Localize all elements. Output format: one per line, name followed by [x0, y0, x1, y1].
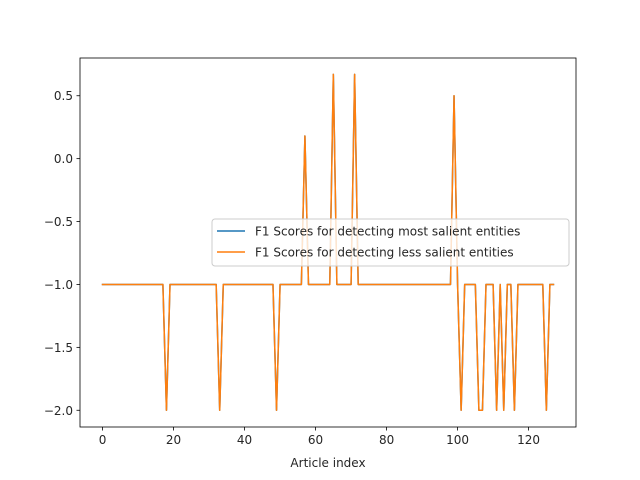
x-axis-label: Article index — [290, 456, 365, 470]
ticks-layer: 0 20 40 60 80 100 120 −2.0 −1.5 −1.0 −0.5 0.0 0.5 — [44, 89, 540, 447]
axes-layer — [79, 57, 577, 428]
legend: F1 Scores for detecting most salient ent… — [211, 218, 570, 267]
series-line-2 — [101, 73, 555, 412]
x-tick-label: 0 — [99, 433, 107, 447]
series-layer — [101, 73, 555, 412]
x-tick-label: 80 — [379, 433, 394, 447]
y-tick-label: −1.0 — [44, 278, 73, 292]
x-tick-label: 120 — [517, 433, 540, 447]
y-tick-label: −2.0 — [44, 404, 73, 418]
x-tick-label: 40 — [237, 433, 252, 447]
y-tick-label: 0.0 — [54, 152, 73, 166]
y-tick-label: 0.5 — [54, 89, 73, 103]
y-tick-label: −0.5 — [44, 215, 73, 229]
legend-box — [211, 218, 570, 267]
x-tick-label: 60 — [308, 433, 323, 447]
legend-label-2: F1 Scores for detecting less salient ent… — [255, 246, 514, 260]
axes-frame — [79, 57, 577, 428]
x-tick-label: 20 — [166, 433, 181, 447]
x-tick-label: 100 — [446, 433, 469, 447]
legend-label-1: F1 Scores for detecting most salient ent… — [255, 225, 520, 239]
y-tick-label: −1.5 — [44, 341, 73, 355]
